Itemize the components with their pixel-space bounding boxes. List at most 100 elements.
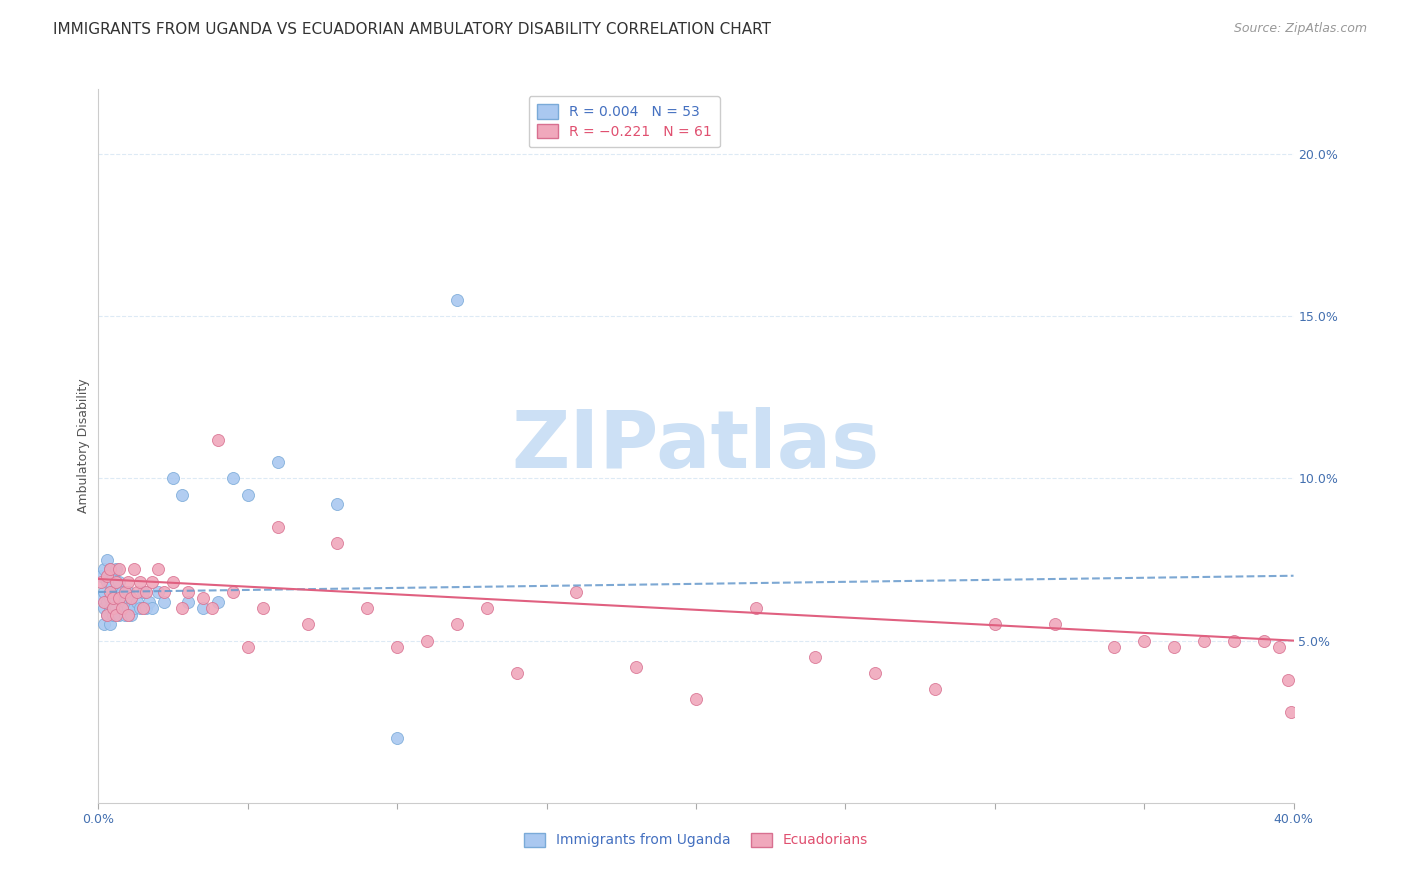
- Point: [105, 585, 128, 599]
- Point: [120, 607, 142, 622]
- Y-axis label: Ambulatory Disability: Ambulatory Disability: [77, 379, 90, 513]
- Point: [191, 591, 214, 606]
- Point: [96, 575, 118, 590]
- Point: [96, 607, 118, 622]
- Text: IMMIGRANTS FROM UGANDA VS ECUADORIAN AMBULATORY DISABILITY CORRELATION CHART: IMMIGRANTS FROM UGANDA VS ECUADORIAN AMB…: [53, 22, 772, 37]
- Point: [132, 601, 155, 615]
- Point: [475, 601, 498, 615]
- Point: [745, 601, 768, 615]
- Point: [356, 601, 378, 615]
- Point: [506, 666, 529, 681]
- Point: [141, 575, 163, 590]
- Point: [117, 601, 139, 615]
- Point: [1104, 640, 1126, 654]
- Point: [1163, 640, 1185, 654]
- Point: [98, 562, 122, 576]
- Point: [98, 585, 122, 599]
- Point: [201, 601, 224, 615]
- Point: [98, 575, 122, 590]
- Point: [153, 595, 176, 609]
- Point: [1279, 705, 1302, 719]
- Point: [114, 607, 136, 622]
- Point: [236, 640, 259, 654]
- Point: [127, 595, 149, 609]
- Point: [93, 601, 115, 615]
- Point: [98, 562, 122, 576]
- Point: [98, 601, 122, 615]
- Point: [148, 585, 170, 599]
- Point: [105, 607, 128, 622]
- Point: [114, 585, 136, 599]
- Point: [93, 595, 115, 609]
- Point: [267, 455, 290, 469]
- Point: [98, 591, 122, 606]
- Point: [108, 607, 131, 622]
- Point: [141, 601, 163, 615]
- Text: ZIPatlas: ZIPatlas: [512, 407, 880, 485]
- Point: [138, 595, 160, 609]
- Point: [222, 585, 245, 599]
- Point: [90, 568, 112, 582]
- Point: [1277, 673, 1299, 687]
- Point: [326, 497, 349, 511]
- Point: [252, 601, 274, 615]
- Point: [93, 585, 115, 599]
- Point: [127, 585, 149, 599]
- Point: [120, 591, 142, 606]
- Point: [111, 601, 134, 615]
- Point: [103, 591, 125, 606]
- Point: [103, 585, 125, 599]
- Point: [108, 591, 131, 606]
- Point: [111, 601, 134, 615]
- Point: [103, 591, 125, 606]
- Point: [129, 601, 152, 615]
- Point: [96, 568, 118, 582]
- Point: [120, 591, 142, 606]
- Point: [117, 575, 139, 590]
- Point: [984, 617, 1007, 632]
- Point: [626, 659, 648, 673]
- Text: Source: ZipAtlas.com: Source: ZipAtlas.com: [1233, 22, 1367, 36]
- Point: [1192, 633, 1215, 648]
- Point: [148, 562, 170, 576]
- Point: [191, 601, 214, 615]
- Point: [385, 640, 409, 654]
- Point: [446, 293, 468, 307]
- Point: [105, 601, 128, 615]
- Point: [162, 575, 184, 590]
- Point: [135, 585, 157, 599]
- Point: [207, 433, 229, 447]
- Point: [108, 591, 131, 606]
- Point: [135, 601, 157, 615]
- Point: [222, 471, 245, 485]
- Point: [236, 488, 259, 502]
- Point: [93, 617, 115, 632]
- Point: [108, 575, 131, 590]
- Point: [172, 601, 194, 615]
- Point: [326, 536, 349, 550]
- Point: [565, 585, 588, 599]
- Point: [103, 568, 125, 582]
- Point: [1133, 633, 1156, 648]
- Point: [93, 562, 115, 576]
- Point: [177, 595, 200, 609]
- Point: [96, 607, 118, 622]
- Point: [124, 562, 146, 576]
- Point: [90, 591, 112, 606]
- Point: [924, 682, 946, 697]
- Point: [267, 520, 290, 534]
- Point: [105, 575, 128, 590]
- Point: [98, 617, 122, 632]
- Point: [177, 585, 200, 599]
- Point: [105, 562, 128, 576]
- Point: [111, 585, 134, 599]
- Point: [103, 607, 125, 622]
- Point: [207, 595, 229, 609]
- Point: [865, 666, 887, 681]
- Point: [804, 649, 827, 664]
- Point: [1043, 617, 1066, 632]
- Point: [117, 585, 139, 599]
- Point: [1223, 633, 1246, 648]
- Point: [132, 585, 155, 599]
- Point: [108, 562, 131, 576]
